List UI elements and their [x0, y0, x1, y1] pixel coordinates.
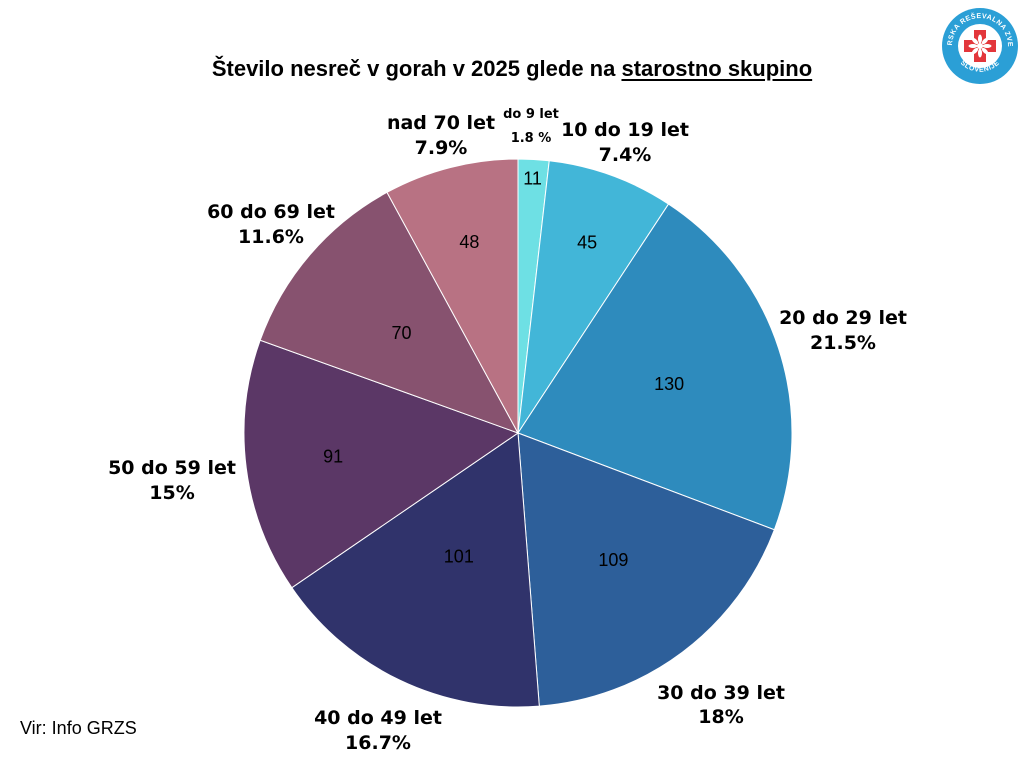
source-note: Vir: Info GRZS — [20, 718, 137, 738]
category-label-nad-70-let: nad 70 let — [387, 112, 495, 134]
percent-label-30-do-39-let: 18% — [698, 706, 743, 728]
pie-slice-60-do-69-let — [259, 191, 520, 434]
value-label-20-do-29-let: 130 — [654, 374, 684, 394]
pie-slice-50-do-59-let — [243, 339, 520, 589]
category-label-60-do-69-let: 60 do 69 let — [207, 201, 335, 223]
value-label-40-do-49-let: 101 — [444, 547, 474, 567]
percent-label-do-9-let: 1.8 % — [511, 131, 552, 146]
chart-title-main: Število nesreč v gorah v 2025 glede na — [211, 56, 622, 81]
value-label-do-9-let: 11 — [523, 169, 542, 189]
category-label-do-9-let: do 9 let — [503, 107, 559, 122]
pie-slice-30-do-39-let — [517, 432, 775, 707]
value-label-nad-70-let: 48 — [459, 232, 479, 252]
pie-slice-nad-70-let — [386, 158, 519, 434]
edelweiss-icon — [968, 34, 992, 58]
pie-slice-20-do-29-let — [517, 203, 793, 531]
value-label-60-do-69-let: 70 — [392, 323, 412, 343]
pie-slice-10-do-19-let — [517, 160, 670, 434]
chart-title-underlined: starostno skupino — [621, 56, 813, 81]
percent-label-10-do-19-let: 7.4% — [599, 144, 652, 166]
category-label-40-do-49-let: 40 do 49 let — [314, 707, 442, 729]
value-label-30-do-39-let: 109 — [598, 550, 628, 570]
category-label-20-do-29-let: 20 do 29 let — [779, 307, 907, 329]
grzs-logo: GORSKA REŠEVALNA ZVEZA SLOVENIJE — [940, 6, 1018, 84]
category-label-10-do-19-let: 10 do 19 let — [561, 119, 689, 141]
percent-label-50-do-59-let: 15% — [149, 482, 194, 504]
percent-label-40-do-49-let: 16.7% — [345, 732, 411, 754]
value-label-50-do-59-let: 91 — [323, 447, 343, 467]
pie-slice-40-do-49-let — [291, 432, 540, 708]
percent-label-nad-70-let: 7.9% — [415, 137, 468, 159]
chart-title: Število nesreč v gorah v 2025 glede na s… — [0, 56, 1024, 82]
category-label-50-do-59-let: 50 do 59 let — [108, 457, 236, 479]
value-label-10-do-19-let: 45 — [577, 232, 597, 252]
percent-label-20-do-29-let: 21.5% — [810, 332, 876, 354]
category-label-30-do-39-let: 30 do 39 let — [657, 682, 785, 704]
percent-label-60-do-69-let: 11.6% — [238, 226, 304, 248]
